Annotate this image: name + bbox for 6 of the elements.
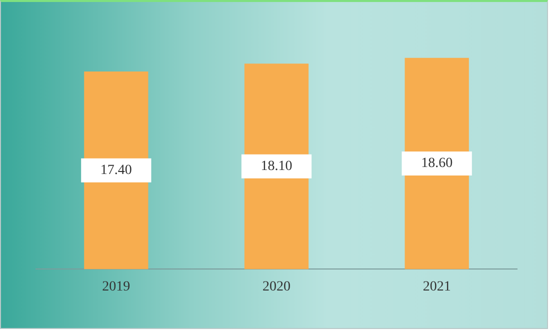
- x-tick-label: 2021: [422, 279, 451, 294]
- x-tick-label: 2020: [262, 279, 290, 294]
- x-tick-label: 2019: [102, 279, 130, 294]
- data-label: 18.60: [421, 156, 453, 172]
- data-label: 18.10: [260, 159, 292, 174]
- data-label: 17.40: [100, 163, 132, 178]
